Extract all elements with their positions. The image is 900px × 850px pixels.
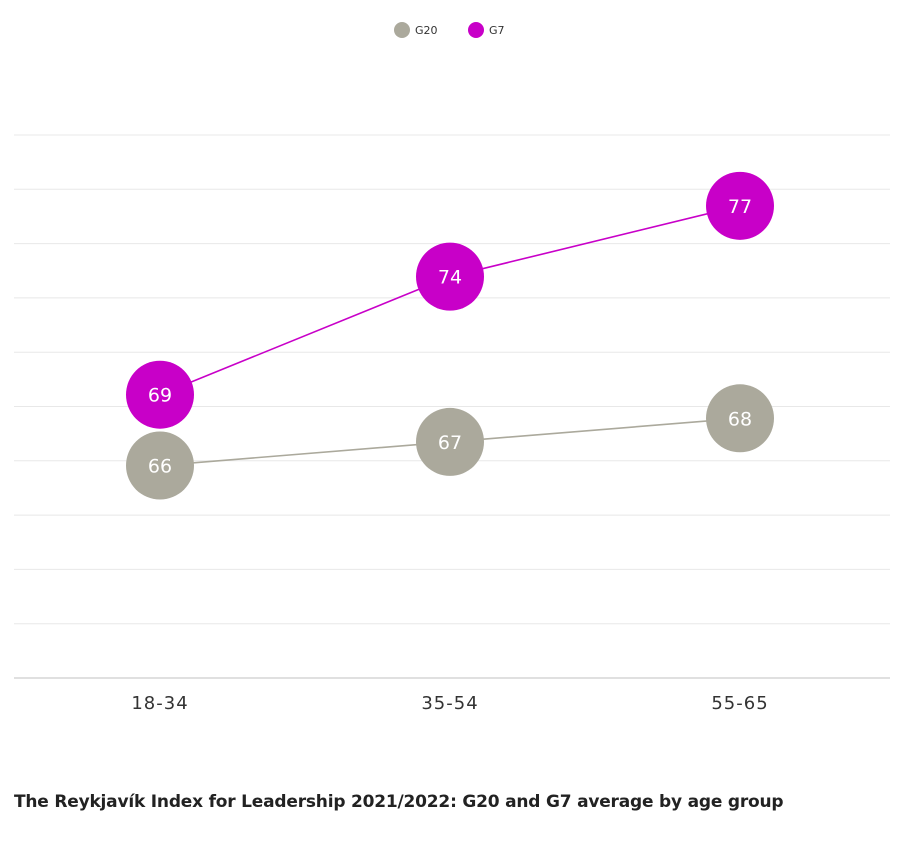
- data-label: 68: [728, 408, 752, 430]
- data-point-marker: [126, 360, 194, 429]
- legend-item-g7: G7: [468, 22, 505, 38]
- legend: G20 G7: [394, 22, 505, 38]
- x-axis-ticks: 18-34 35-54 55-65: [131, 693, 768, 714]
- chart-caption: The Reykjavík Index for Leadership 2021/…: [14, 792, 784, 812]
- x-tick-label: 18-34: [131, 693, 188, 714]
- data-point-g20: 67: [416, 407, 484, 476]
- legend-label: G7: [489, 24, 505, 37]
- data-point-g20: 68: [706, 384, 774, 453]
- data-label: 67: [438, 432, 462, 454]
- legend-swatch: [394, 22, 410, 38]
- data-point-g20: 66: [126, 431, 194, 500]
- data-label: 77: [728, 196, 752, 218]
- x-tick-label: 55-65: [711, 693, 768, 714]
- legend-label: G20: [415, 24, 438, 37]
- legend-swatch: [468, 22, 484, 38]
- data-point-marker: [126, 431, 194, 500]
- data-point-g7: 69: [126, 360, 194, 429]
- data-point-marker: [416, 407, 484, 476]
- data-point-marker: [706, 384, 774, 453]
- data-point-g7: 77: [706, 171, 774, 240]
- x-tick-label: 35-54: [421, 693, 478, 714]
- data-point-g7: 74: [416, 242, 484, 311]
- legend-item-g20: G20: [394, 22, 438, 38]
- series-points: 66 67 68 69 74 77: [126, 171, 774, 500]
- data-point-marker: [706, 171, 774, 240]
- data-label: 66: [148, 456, 172, 478]
- data-point-marker: [416, 242, 484, 311]
- data-label: 74: [438, 267, 462, 289]
- data-label: 69: [148, 385, 172, 407]
